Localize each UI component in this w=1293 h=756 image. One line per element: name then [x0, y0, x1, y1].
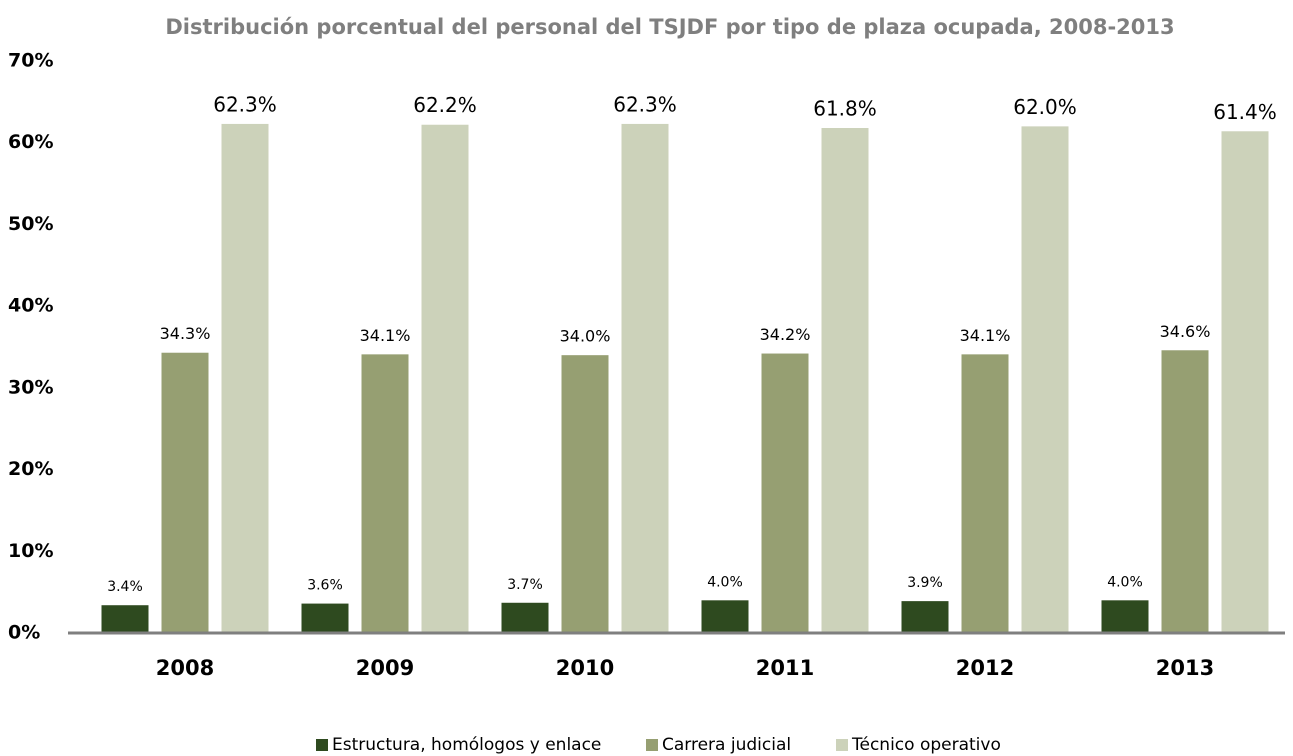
- y-tick-label: 20%: [8, 458, 53, 480]
- data-label: 62.2%: [413, 93, 477, 117]
- bar: [221, 123, 269, 634]
- bar: [901, 601, 949, 633]
- legend-label: Carrera judicial: [662, 735, 791, 755]
- data-label: 4.0%: [1107, 574, 1143, 590]
- y-tick-label: 50%: [8, 213, 53, 235]
- bar: [1101, 600, 1149, 633]
- data-label: 62.3%: [213, 92, 277, 116]
- data-label: 62.0%: [1013, 95, 1077, 119]
- chart-title: Distribución porcentual del personal del…: [165, 15, 1174, 39]
- y-tick-label: 60%: [8, 131, 53, 153]
- bar: [1221, 131, 1269, 633]
- y-tick-label: 40%: [8, 295, 53, 317]
- bar: [961, 354, 1009, 633]
- bar: [161, 352, 209, 633]
- bar: [621, 123, 669, 634]
- data-label: 34.6%: [1160, 322, 1211, 341]
- y-tick-label: 10%: [8, 540, 53, 562]
- bar: [821, 128, 869, 633]
- bar: [561, 355, 609, 633]
- bar: [701, 600, 749, 633]
- y-tick-label: 30%: [8, 376, 53, 398]
- bar: [1021, 126, 1069, 633]
- data-label: 61.4%: [1213, 100, 1277, 124]
- bar: [301, 603, 349, 633]
- legend-swatch: [836, 739, 848, 751]
- data-label: 34.1%: [360, 326, 411, 345]
- bar: [761, 353, 809, 633]
- bar: [361, 354, 409, 633]
- y-tick-label: 0%: [8, 622, 40, 644]
- x-tick-label: 2013: [1156, 656, 1214, 680]
- x-tick-label: 2011: [756, 656, 814, 680]
- legend-label: Técnico operativo: [851, 735, 1001, 755]
- y-tick-label: 70%: [8, 50, 53, 72]
- data-label: 61.8%: [813, 97, 877, 121]
- legend-swatch: [646, 739, 658, 751]
- data-label: 3.4%: [107, 579, 143, 595]
- data-label: 4.0%: [707, 574, 743, 590]
- x-tick-label: 2008: [156, 656, 214, 680]
- bar: [501, 602, 549, 633]
- data-label: 62.3%: [613, 92, 677, 116]
- data-label: 3.6%: [307, 578, 343, 594]
- data-label: 34.3%: [160, 324, 211, 343]
- legend-swatch: [316, 739, 328, 751]
- bar: [421, 124, 469, 633]
- bar: [101, 605, 149, 633]
- bar: [1161, 350, 1209, 633]
- data-label: 34.2%: [760, 325, 811, 344]
- x-tick-label: 2009: [356, 656, 414, 680]
- data-label: 34.1%: [960, 326, 1011, 345]
- data-label: 3.7%: [507, 577, 543, 593]
- x-tick-label: 2012: [956, 656, 1014, 680]
- data-label: 34.0%: [560, 327, 611, 346]
- legend-label: Estructura, homólogos y enlace: [332, 735, 601, 755]
- x-tick-label: 2010: [556, 656, 614, 680]
- data-label: 3.9%: [907, 575, 943, 591]
